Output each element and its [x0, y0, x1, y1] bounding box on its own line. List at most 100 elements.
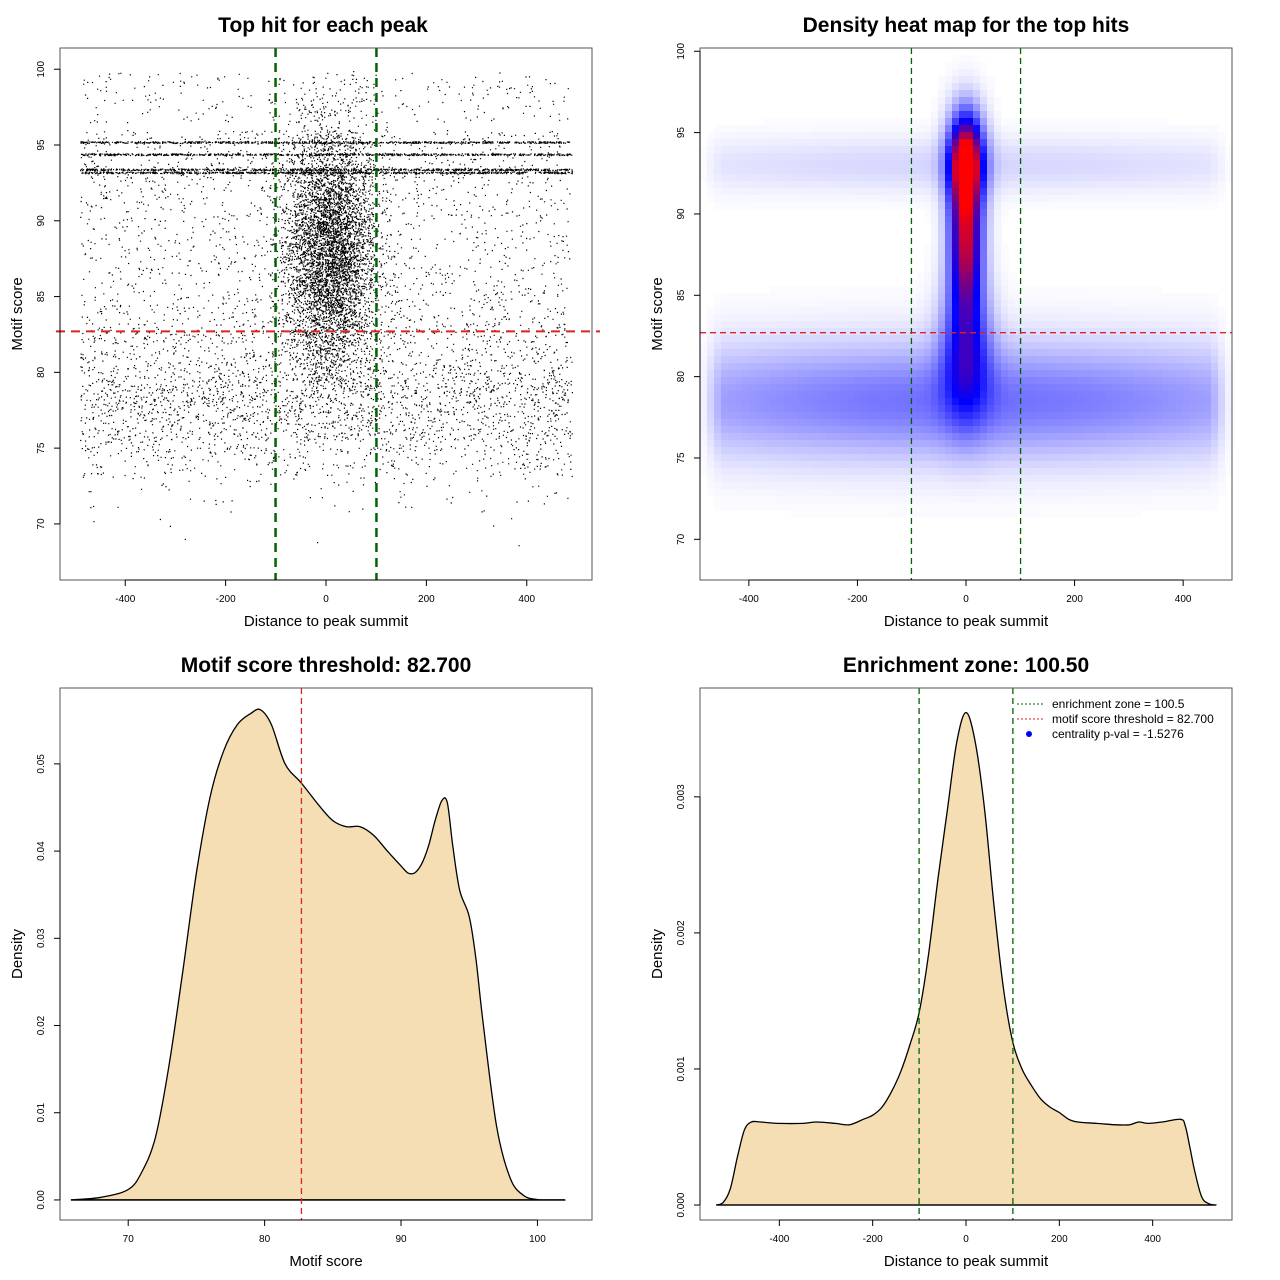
heat-cell: [1190, 328, 1198, 336]
heat-cell: [833, 125, 841, 133]
heat-cell: [1176, 419, 1184, 427]
heat-cell: [910, 153, 918, 161]
heat-cell: [1190, 202, 1198, 210]
heat-cell: [1001, 468, 1009, 476]
heat-cell: [896, 391, 904, 399]
heat-cell: [777, 167, 785, 175]
heat-cell: [959, 244, 967, 252]
heat-cell: [1134, 328, 1142, 336]
heat-cell: [1092, 321, 1100, 329]
heat-cell: [1057, 188, 1065, 196]
heat-cell: [819, 342, 827, 350]
heat-cell: [1071, 321, 1079, 329]
heat-cell: [966, 237, 974, 245]
heat-cell: [987, 111, 995, 119]
heat-cell: [742, 370, 750, 378]
heat-cell: [1064, 363, 1072, 371]
heat-cell: [959, 426, 967, 434]
heat-cell: [826, 356, 834, 364]
heat-cell: [1176, 489, 1184, 497]
heat-cell: [980, 405, 988, 413]
heat-cell: [1085, 496, 1093, 504]
heat-cell: [903, 426, 911, 434]
heat-cell: [840, 398, 848, 406]
heat-cell: [714, 188, 722, 196]
heat-cell: [1050, 125, 1058, 133]
heat-cell: [1197, 363, 1205, 371]
heat-cell: [896, 405, 904, 413]
heat-cell: [945, 244, 953, 252]
heat-cell: [1176, 475, 1184, 483]
heat-cell: [714, 496, 722, 504]
heat-cell: [1057, 475, 1065, 483]
heat-cell: [812, 321, 820, 329]
heat-cell: [742, 202, 750, 210]
heat-cell: [1099, 419, 1107, 427]
heat-cell: [1092, 349, 1100, 357]
heat-cell: [735, 440, 743, 448]
heat-cell: [1120, 321, 1128, 329]
heat-cell: [1078, 160, 1086, 168]
heat-cell: [1141, 174, 1149, 182]
heat-cell: [833, 307, 841, 315]
heat-cell: [1141, 433, 1149, 441]
heat-cell: [924, 181, 932, 189]
heat-cell: [1022, 391, 1030, 399]
heat-cell: [945, 188, 953, 196]
heat-cell: [973, 160, 981, 168]
heat-cell: [959, 104, 967, 112]
heat-cell: [840, 356, 848, 364]
heat-cell: [1015, 384, 1023, 392]
heat-cell: [959, 496, 967, 504]
heat-cell: [826, 405, 834, 413]
heat-cell: [903, 307, 911, 315]
heat-cell: [819, 461, 827, 469]
heat-cell: [1155, 146, 1163, 154]
heat-cell: [826, 433, 834, 441]
heat-cell: [840, 146, 848, 154]
heat-cell: [1022, 307, 1030, 315]
heat-cell: [1120, 167, 1128, 175]
heat-cell: [714, 139, 722, 147]
heat-cell: [1162, 118, 1170, 126]
heat-cell: [1008, 307, 1016, 315]
heat-cell: [1043, 167, 1051, 175]
heat-cell: [749, 412, 757, 420]
heat-cell: [826, 181, 834, 189]
heat-cell: [791, 300, 799, 308]
heat-cell: [938, 412, 946, 420]
heat-cell: [931, 377, 939, 385]
heat-cell: [917, 363, 925, 371]
heat-cell: [987, 223, 995, 231]
heat-cell: [1057, 363, 1065, 371]
heat-cell: [987, 426, 995, 434]
heat-cell: [910, 174, 918, 182]
heat-cell: [1169, 202, 1177, 210]
heat-cell: [959, 174, 967, 182]
heat-cell: [945, 496, 953, 504]
heat-cell: [833, 405, 841, 413]
heat-cell: [763, 349, 771, 357]
heat-cell: [833, 461, 841, 469]
heat-cell: [945, 230, 953, 238]
heat-cell: [994, 132, 1002, 140]
heat-cell: [987, 363, 995, 371]
heat-cell: [1106, 181, 1114, 189]
heat-cell: [1022, 202, 1030, 210]
heat-cell: [1141, 454, 1149, 462]
heat-cell: [910, 307, 918, 315]
heat-cell: [910, 356, 918, 364]
heat-cell: [812, 125, 820, 133]
heat-cell: [1141, 153, 1149, 161]
heat-cell: [1078, 321, 1086, 329]
heat-cell: [1148, 384, 1156, 392]
heat-cell: [728, 503, 736, 511]
heat-cell: [889, 510, 897, 518]
heat-cell: [931, 230, 939, 238]
heat-cell: [868, 426, 876, 434]
heat-cell: [1015, 349, 1023, 357]
heat-cell: [1148, 188, 1156, 196]
heat-cell: [903, 454, 911, 462]
heat-cell: [980, 244, 988, 252]
heat-cell: [938, 356, 946, 364]
